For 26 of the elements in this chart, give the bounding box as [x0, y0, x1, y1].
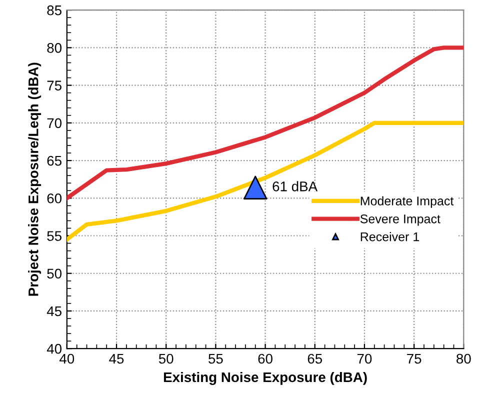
x-tick-label: 75: [407, 354, 422, 364]
x-tick-label: 45: [109, 354, 124, 364]
legend-label: Severe Impact: [360, 214, 440, 226]
x-tick-label: 50: [158, 354, 174, 364]
y-tick-label: 70: [47, 118, 62, 128]
x-tick-label: 70: [357, 354, 372, 364]
y-tick-label: 45: [46, 306, 62, 316]
y-tick-label: 40: [46, 344, 62, 354]
x-tick-label: 55: [208, 354, 223, 364]
x-tick-label: 65: [308, 354, 322, 364]
x-axis-title: Existing Noise Exposure (dBA): [164, 372, 367, 385]
x-tick-label: 60: [258, 354, 272, 364]
y-tick-label: 60: [47, 193, 62, 204]
legend-label: Moderate Impact: [360, 196, 454, 208]
x-tick-label: 80: [456, 354, 471, 364]
y-tick-label: 55: [47, 231, 62, 241]
y-tick-label: 65: [47, 156, 62, 166]
y-tick-label: 50: [47, 268, 62, 279]
line-series: [66, 120, 464, 242]
y-tick-label: 80: [47, 43, 62, 53]
legend-label: Receiver 1: [360, 232, 420, 242]
y-axis-title: Project Noise Exposure/Leqh (dBA): [28, 62, 42, 296]
y-tick-label: 85: [47, 5, 62, 16]
annotation: 61 dBA: [272, 181, 318, 192]
x-tick-label: 40: [60, 354, 74, 364]
y-tick-label: 75: [47, 80, 62, 90]
